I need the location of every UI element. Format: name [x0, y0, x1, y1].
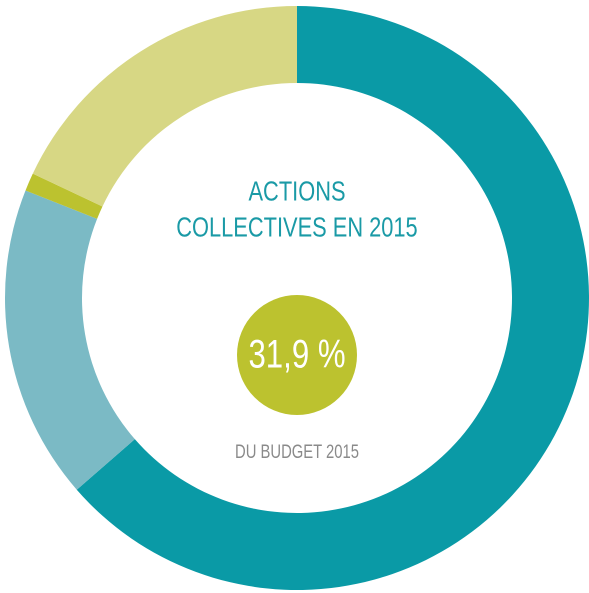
center-labels: ACTIONS COLLECTIVES EN 2015 31,9 % DU BUDGE…: [176, 176, 417, 463]
highlight-circle: [237, 295, 357, 415]
center-title: COLLECTIVES EN 2015: [176, 212, 417, 243]
donut: [5, 6, 589, 590]
donut-segment: [25, 173, 103, 219]
highlight-value: 31,9 %: [248, 332, 345, 377]
donut-segment: [5, 190, 135, 490]
center-title: ACTIONS: [248, 176, 345, 207]
donut-segment: [76, 6, 589, 590]
center-subtitle: DU BUDGET 2015: [235, 441, 359, 462]
donut-segment: [32, 6, 298, 207]
